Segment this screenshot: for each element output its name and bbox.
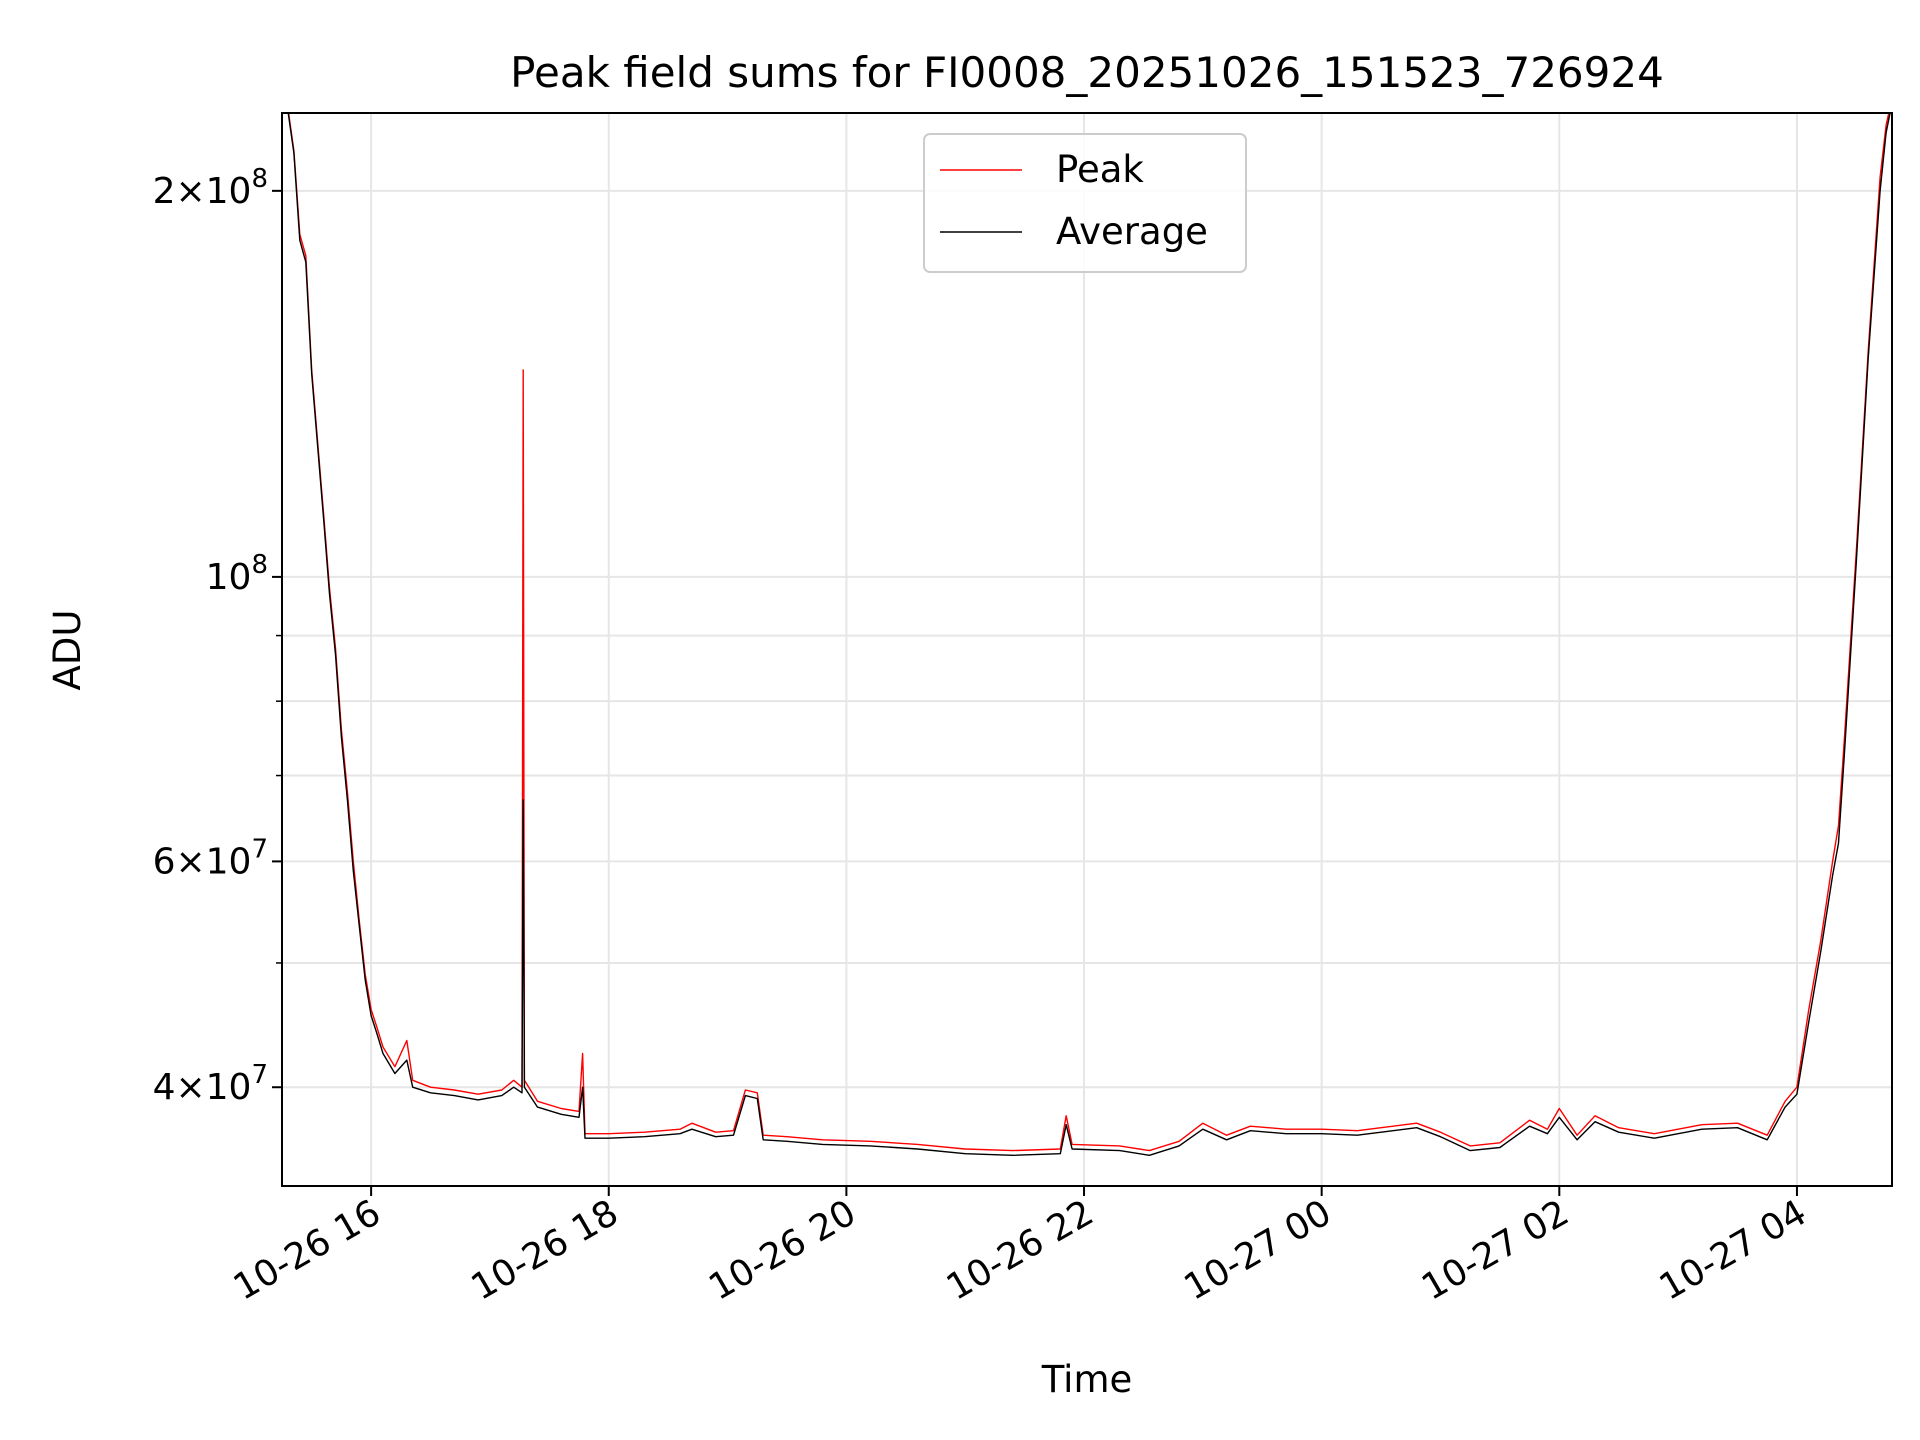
legend-frame <box>923 133 1247 273</box>
y-tick-label: 6×107 <box>153 834 268 882</box>
y-tick-base: 4×10 <box>153 1067 252 1108</box>
legend: Peak Average <box>923 133 1247 273</box>
y-tick-base: 10 <box>206 557 252 598</box>
y-tick-base: 2×10 <box>153 171 252 212</box>
y-tick-exponent: 8 <box>251 164 268 194</box>
y-axis-label: ADU <box>46 610 89 691</box>
y-tick-exponent: 8 <box>251 550 268 580</box>
y-tick-label: 108 <box>206 550 268 598</box>
series-line-peak <box>287 113 1890 1152</box>
y-tick-exponent: 7 <box>251 834 268 864</box>
y-tick-label: 4×107 <box>153 1060 268 1108</box>
chart-title: Peak field sums for FI0008_20251026_1515… <box>510 48 1664 97</box>
legend-label-average: Average <box>1056 210 1208 253</box>
y-tick-exponent: 7 <box>251 1060 268 1090</box>
series-line-average <box>287 113 1891 1156</box>
plot-frame <box>281 112 1893 1187</box>
x-axis-label: Time <box>1041 1358 1133 1401</box>
series-layer <box>287 113 1891 1156</box>
y-tick-base: 6×10 <box>153 841 252 882</box>
y-tick-label: 2×108 <box>153 164 268 212</box>
legend-label-peak: Peak <box>1056 148 1144 191</box>
